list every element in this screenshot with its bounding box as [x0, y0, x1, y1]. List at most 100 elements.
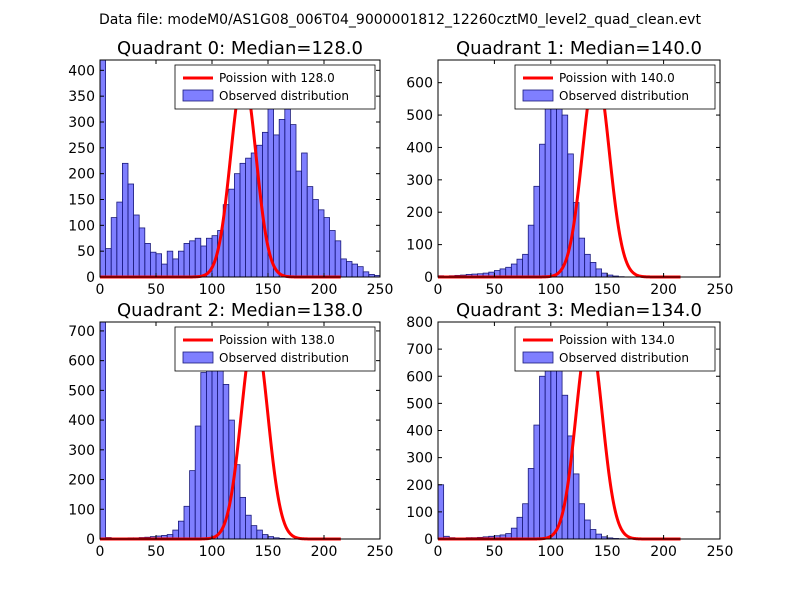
- histogram-bar: [567, 153, 574, 278]
- subplot-title: Quadrant 3: Median=134.0: [456, 300, 702, 321]
- histogram-bar: [261, 534, 269, 540]
- histogram-bar: [273, 134, 280, 278]
- subplot-quadrant-3: Quadrant 3: Median=134.0 0 50 100 150 200 250 0…: [406, 300, 733, 560]
- histogram-bar: [572, 473, 580, 540]
- histogram-bar: [584, 253, 591, 278]
- histogram-bar: [110, 217, 118, 278]
- y-tick-label: 500: [406, 108, 433, 124]
- histogram-bar: [172, 258, 179, 278]
- histogram-bar: [105, 248, 112, 278]
- y-tick-label: 100: [68, 218, 95, 234]
- y-tick-label: 200: [68, 473, 95, 489]
- y-tick-label: 300: [68, 115, 95, 131]
- y-tick-label: 50: [77, 244, 95, 260]
- y-tick-label: 400: [68, 413, 95, 429]
- histogram-bar: [522, 503, 529, 540]
- histogram-bar: [183, 505, 190, 540]
- histogram-bar: [239, 162, 246, 278]
- legend-box: [514, 64, 716, 110]
- histogram-bar: [155, 253, 162, 278]
- histogram-bar: [189, 240, 196, 278]
- x-tick-label: 200: [650, 544, 677, 560]
- legend-label-poisson: Poission with 140.0: [559, 71, 675, 85]
- axes-frame: [99, 59, 381, 278]
- histogram-bar: [527, 468, 535, 540]
- histogram-bar: [306, 186, 314, 278]
- legend-box: [514, 326, 716, 372]
- legend-box: [174, 326, 376, 372]
- y-tick-label: 150: [68, 193, 95, 209]
- histogram-bar: [533, 185, 540, 278]
- histogram-bar: [345, 261, 353, 278]
- y-tick-label: 0: [86, 270, 95, 286]
- x-tick-label: 250: [707, 544, 734, 560]
- y-tick-label: 700: [68, 324, 95, 340]
- x-tick-label: 50: [147, 544, 165, 560]
- legend: Poission with 134.0 Observed distribution: [514, 326, 716, 372]
- histogram-bar: [516, 516, 524, 540]
- histogram-bar: [510, 527, 518, 540]
- histogram-bar: [177, 520, 185, 540]
- histogram-bar: [194, 425, 202, 540]
- legend-label-poisson: Poission with 138.0: [219, 333, 335, 347]
- axes-frame: [437, 59, 721, 278]
- histogram-bar: [533, 424, 540, 540]
- histogram-bar: [200, 372, 207, 540]
- histogram-bar: [351, 263, 358, 278]
- histogram-bar: [510, 263, 518, 278]
- histogram-bar: [556, 85, 563, 278]
- y-tick-label: 600: [406, 369, 433, 385]
- histogram-bar: [362, 271, 370, 278]
- histogram-bar: [522, 253, 529, 278]
- y-tick-label: 500: [406, 396, 433, 412]
- y-tick-label: 100: [406, 505, 433, 521]
- x-tick-label: 150: [255, 544, 282, 560]
- histogram-bar: [527, 224, 535, 278]
- x-tick-label: 250: [367, 544, 394, 560]
- x-tick-label: 150: [594, 282, 621, 298]
- legend-label-observed: Observed distribution: [559, 89, 689, 103]
- histogram-bar: [149, 251, 157, 278]
- histogram-bar: [99, 59, 106, 278]
- histogram-bar: [595, 533, 602, 540]
- x-tick-label: 200: [650, 282, 677, 298]
- y-tick-label: 300: [406, 451, 433, 467]
- histogram-bar: [250, 152, 258, 278]
- histogram-bar: [295, 170, 302, 278]
- x-tick-label: 100: [199, 282, 226, 298]
- legend-label-poisson: Poission with 128.0: [219, 71, 335, 85]
- y-tick-label: 0: [86, 532, 95, 548]
- histogram-bar: [556, 359, 563, 540]
- y-tick-label: 350: [68, 89, 95, 105]
- subplots-container: Quadrant 0: Median=128.0 0 50 100 150 200 250 0…: [68, 38, 733, 560]
- y-tick-label: 400: [406, 140, 433, 156]
- legend-bar-swatch: [522, 89, 554, 102]
- histogram-bar: [589, 529, 597, 540]
- subplot-title: Quadrant 1: Median=140.0: [456, 38, 702, 59]
- legend-label-observed: Observed distribution: [219, 89, 349, 103]
- legend: Poission with 128.0 Observed distribution: [174, 64, 376, 110]
- legend-box: [174, 64, 376, 110]
- histogram-bar: [317, 209, 325, 278]
- histogram-bar: [516, 258, 524, 278]
- x-tick-label: 100: [537, 282, 564, 298]
- y-tick-label: 200: [68, 167, 95, 183]
- legend-bar-swatch: [522, 351, 554, 364]
- histogram-bar: [183, 243, 190, 278]
- x-tick-label: 100: [537, 544, 564, 560]
- x-tick-label: 200: [311, 282, 338, 298]
- legend-label-observed: Observed distribution: [219, 351, 349, 365]
- histogram-bar: [116, 201, 123, 278]
- y-tick-label: 100: [68, 502, 95, 518]
- y-tick-label: 100: [406, 238, 433, 254]
- histogram-bar: [127, 183, 134, 278]
- histogram-bar: [200, 245, 207, 278]
- subplot-quadrant-1: Quadrant 1: Median=140.0 0 50 100 150 200 250 0…: [406, 38, 733, 298]
- histogram-bar: [595, 268, 602, 278]
- histogram-bar: [284, 108, 291, 278]
- y-tick-label: 400: [68, 63, 95, 79]
- legend-label-poisson: Poission with 134.0: [559, 333, 675, 347]
- histogram-bar: [278, 119, 286, 278]
- histogram-bar: [289, 124, 297, 278]
